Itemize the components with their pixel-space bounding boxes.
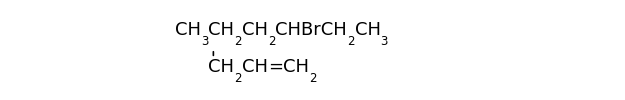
Text: CH: CH	[175, 21, 201, 39]
Text: 2: 2	[268, 35, 276, 48]
Text: 3: 3	[201, 35, 208, 48]
Text: CHBrCH: CHBrCH	[276, 21, 347, 39]
Text: CH: CH	[242, 21, 268, 39]
Text: 2: 2	[309, 72, 316, 85]
Text: =: =	[268, 58, 283, 76]
Text: CH: CH	[208, 58, 234, 76]
Text: 2: 2	[234, 72, 242, 85]
Text: CH: CH	[208, 21, 234, 39]
Text: CH: CH	[354, 21, 381, 39]
Text: 3: 3	[381, 35, 388, 48]
Text: CH: CH	[242, 58, 268, 76]
Text: 2: 2	[234, 35, 242, 48]
Text: 2: 2	[347, 35, 354, 48]
Text: CH: CH	[283, 58, 309, 76]
